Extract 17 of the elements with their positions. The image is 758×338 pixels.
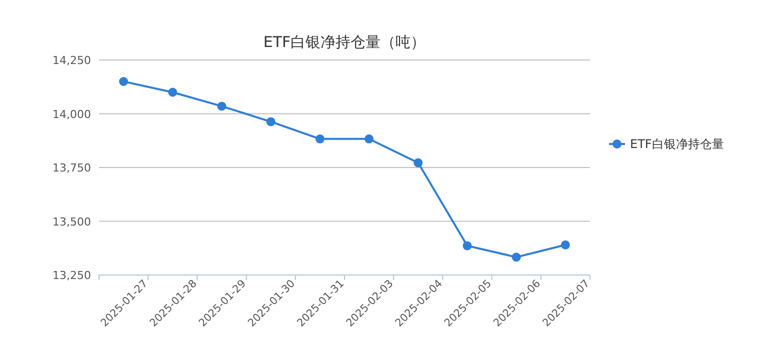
point xyxy=(119,77,128,86)
point xyxy=(315,134,324,144)
y-tick-label: 13,750 xyxy=(52,162,91,174)
point xyxy=(168,88,178,97)
point xyxy=(266,117,276,126)
legend-label: ETF白银净持仓量 xyxy=(630,137,724,151)
point xyxy=(364,134,374,144)
point xyxy=(512,252,521,262)
y-tick-label: 14,250 xyxy=(52,54,91,67)
point xyxy=(462,241,472,250)
point xyxy=(560,240,570,250)
point xyxy=(414,158,423,168)
point xyxy=(217,102,226,111)
y-tick-label: 13,250 xyxy=(52,269,91,282)
y-tick-label: 13,500 xyxy=(52,215,91,228)
y-tick-label: 14,000 xyxy=(52,108,91,121)
chart-title: ETF白银净持仓量（吨） xyxy=(263,33,426,51)
